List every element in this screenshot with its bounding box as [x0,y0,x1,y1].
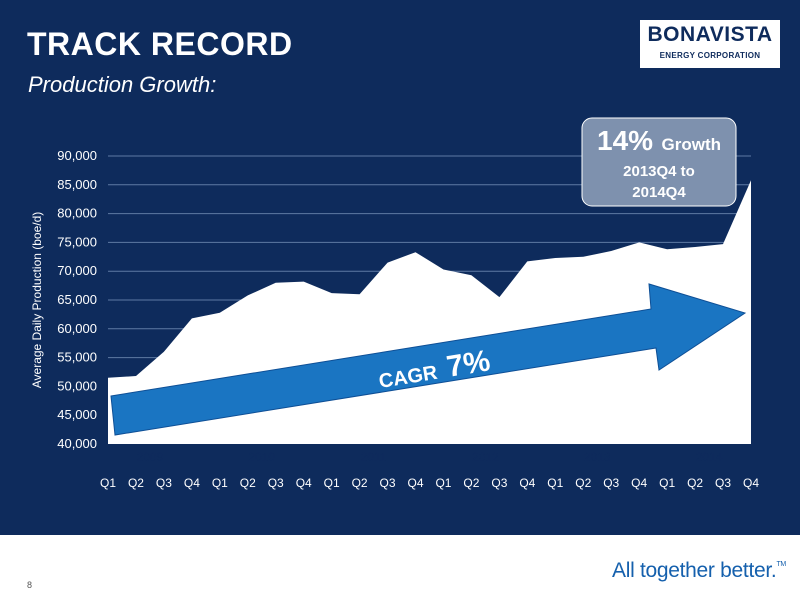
quarter-label: Q2 [575,476,591,490]
quarter-label: Q3 [715,476,731,490]
growth-period-start: 2013Q4 to [623,163,695,180]
y-tick-label: 90,000 [57,148,97,163]
quarter-label: Q3 [268,476,284,490]
cagr-percent: 7% [444,344,492,384]
quarter-label: Q3 [380,476,396,490]
quarter-label: Q4 [408,476,424,490]
tagline-text: All together better. [612,559,777,582]
y-axis-label: Average Daily Production (boe/d) [30,212,44,389]
year-label: 2012 [472,450,499,464]
year-label: 2011 [361,450,387,464]
quarter-label: Q4 [184,476,200,490]
quarter-labels: Q1 Q2 Q3 Q4 Q1 Q2 Q3 Q4 Q1 Q2 Q3 Q4 Q1 Q2 Q3 Q4 Q1 Q2 Q3 Q4… [100,476,759,490]
y-tick-label: 70,000 [57,263,97,278]
tagline: All together better.TM [612,559,786,583]
quarter-label: Q2 [128,476,144,490]
page-number: 8 [27,580,33,590]
quarter-label: Q1 [100,476,116,490]
logo-name: BONAVISTA [647,23,773,46]
year-labels: 2009 2010 2011 2012 2013 2014 [137,450,723,464]
y-tick-label: 75,000 [57,234,97,249]
page-title: TRACK RECORD [27,26,293,62]
year-label: 2010 [248,450,275,464]
y-tick-label: 65,000 [57,292,97,307]
quarter-label: Q4 [519,476,535,490]
quarter-label: Q3 [156,476,172,490]
y-tick-label: 45,000 [57,407,97,422]
quarter-label: Q4 [631,476,647,490]
growth-callout-box [581,117,737,207]
y-axis-ticks: 40,000 45,000 50,000 55,000 60,000 65,000 70,0… [57,148,97,451]
growth-period-end: 2014Q4 [632,184,686,201]
quarter-label: Q1 [547,476,563,490]
growth-percent: 14% [597,125,653,156]
quarter-label: Q3 [603,476,619,490]
quarter-label: Q2 [240,476,256,490]
quarter-label: Q1 [324,476,340,490]
y-tick-label: 50,000 [57,378,97,393]
cagr-arrow-shape [110,283,747,436]
y-tick-label: 40,000 [57,436,97,451]
y-tick-label: 60,000 [57,321,97,336]
year-label: 2013 [584,450,611,464]
quarter-label: Q1 [659,476,675,490]
y-tick-label: 85,000 [57,177,97,192]
cagr-arrow: CAGR 7% [110,283,747,436]
quarter-label: Q4 [296,476,312,490]
page-subtitle: Production Growth: [28,72,217,97]
quarter-label: Q4 [743,476,759,490]
y-tick-label: 55,000 [57,350,97,365]
company-logo: BONAVISTA ENERGY CORPORATION [640,20,780,68]
production-chart: 40,000 45,000 50,000 55,000 60,000 65,000 70,0… [30,117,759,490]
quarter-label: Q2 [352,476,368,490]
quarter-label: Q1 [212,476,228,490]
year-label: 2014 [696,450,723,464]
quarter-label: Q2 [463,476,479,490]
quarter-label: Q2 [687,476,703,490]
year-label: 2009 [137,450,164,464]
logo-subtitle: ENERGY CORPORATION [659,51,761,60]
quarter-label: Q3 [491,476,507,490]
growth-callout-headline: 14% Growth [597,125,721,156]
trademark-mark: TM [776,561,786,568]
y-tick-label: 80,000 [57,206,97,221]
growth-callout: 14% Growth 2013Q4 to 2014Q4 [581,117,737,207]
growth-word: Growth [662,135,722,154]
quarter-label: Q1 [435,476,451,490]
